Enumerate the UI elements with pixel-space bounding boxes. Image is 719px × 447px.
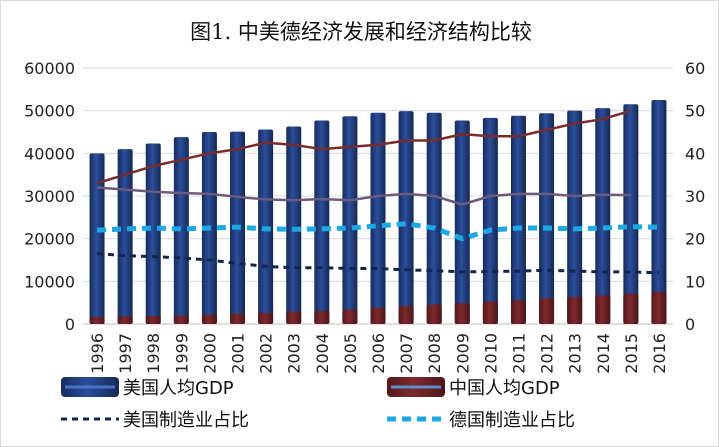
bar	[201, 314, 217, 324]
bar	[117, 149, 133, 324]
bar	[651, 100, 667, 324]
left-axis-tick-label: 0	[65, 315, 75, 334]
bar	[89, 317, 105, 324]
bar	[342, 309, 358, 324]
x-axis-tick-label: 1999	[172, 333, 191, 374]
right-axis-tick-label: 30	[685, 187, 705, 206]
series-line	[96, 186, 631, 206]
x-axis-tick-label: 2014	[594, 333, 613, 374]
bar	[482, 117, 498, 324]
x-axis-tick-label: 2013	[566, 333, 585, 374]
bar	[454, 303, 470, 324]
x-axis-tick-label: 2011	[509, 333, 528, 374]
bar	[230, 313, 246, 324]
legend-label: 中国人均GDP	[449, 378, 560, 399]
bar	[173, 137, 189, 324]
bar	[286, 126, 302, 324]
bar	[567, 297, 583, 324]
bar	[426, 304, 442, 324]
right-axis-tick-label: 50	[685, 102, 705, 121]
chart-title: 图1. 中美德经济发展和经济结构比较	[190, 20, 532, 44]
bar	[173, 315, 189, 324]
bar	[426, 112, 442, 324]
x-axis-tick-label: 1996	[88, 333, 107, 374]
x-axis-tick-label: 2012	[538, 333, 557, 374]
bar	[595, 295, 611, 324]
x-axis-tick-label: 2002	[257, 333, 276, 374]
right-axis-tick-label: 0	[685, 315, 695, 334]
series-line	[96, 109, 632, 185]
x-axis-ticks: 1996 1997 1998 1999 2000 2001 2002 2003 2004 2005…	[88, 333, 669, 374]
bar	[539, 113, 555, 324]
legend: 美国人均GDP 中国人均GDP 美国制造业占比 德国制造业占比	[61, 377, 575, 431]
series-line	[96, 221, 660, 242]
bar	[145, 315, 161, 324]
bar	[482, 301, 498, 324]
bar	[398, 306, 414, 324]
bar	[370, 307, 386, 324]
bar	[539, 298, 555, 324]
x-axis-tick-label: 2010	[481, 333, 500, 374]
left-axis-tick-label: 40000	[24, 144, 75, 163]
x-axis-tick-label: 2009	[453, 333, 472, 374]
bar	[145, 143, 161, 324]
right-axis-tick-label: 60	[685, 59, 705, 78]
bar	[398, 111, 414, 325]
bar-layer	[89, 100, 667, 325]
bar	[314, 120, 330, 324]
x-axis-tick-label: 2003	[285, 333, 304, 374]
left-axis-tick-label: 20000	[24, 230, 75, 249]
left-axis-tick-label: 60000	[24, 59, 75, 78]
bar	[454, 120, 470, 324]
bar	[89, 153, 105, 324]
bar	[595, 108, 611, 325]
bar	[567, 110, 583, 325]
x-axis-tick-label: 2007	[397, 333, 416, 374]
x-axis-tick-label: 2006	[369, 333, 388, 374]
bar	[623, 293, 639, 324]
x-axis-tick-label: 2016	[650, 333, 669, 374]
legend-label: 美国人均GDP	[123, 378, 234, 399]
bar	[342, 116, 358, 324]
x-axis-tick-label: 2001	[229, 333, 248, 374]
bar	[510, 300, 526, 324]
bar	[370, 112, 386, 324]
x-axis-tick-label: 2005	[341, 333, 360, 374]
legend-label: 美国制造业占比	[123, 410, 249, 431]
x-axis-tick-label: 2008	[425, 333, 444, 374]
x-axis-tick-label: 2015	[622, 333, 641, 374]
right-axis-tick-label: 20	[685, 230, 705, 249]
left-axis-tick-label: 10000	[24, 272, 75, 291]
x-axis-tick-label: 2004	[313, 333, 332, 374]
bar	[258, 312, 274, 324]
x-axis-tick-label: 2000	[200, 333, 219, 374]
line-layer	[96, 109, 660, 275]
left-axis-ticks: 0 10000 20000 30000 40000 50000 60000	[24, 59, 75, 334]
bar	[510, 115, 526, 324]
left-axis-tick-label: 50000	[24, 102, 75, 121]
x-axis-tick-label: 1997	[116, 333, 135, 374]
legend-label: 德国制造业占比	[449, 410, 575, 431]
bar	[117, 316, 133, 324]
right-axis-tick-label: 40	[685, 144, 705, 163]
series-line	[96, 252, 660, 275]
bar	[651, 292, 667, 324]
bar	[286, 311, 302, 324]
right-axis-tick-label: 10	[685, 272, 705, 291]
x-axis-tick-label: 1998	[144, 333, 163, 374]
bar	[314, 310, 330, 324]
bar	[623, 104, 639, 325]
right-axis-ticks: 0 10 20 30 40 50 60	[685, 59, 705, 334]
left-axis-tick-label: 30000	[24, 187, 75, 206]
